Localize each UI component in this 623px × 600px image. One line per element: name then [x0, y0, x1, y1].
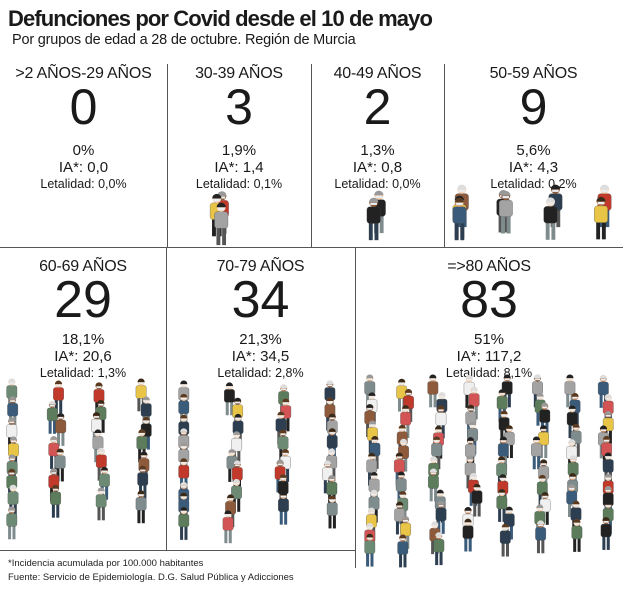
group-age: 60-69 AÑOS	[39, 258, 127, 275]
person-figure	[531, 436, 542, 470]
group-age: 30-39 AÑOS	[195, 65, 283, 82]
group-count: 3	[225, 79, 253, 135]
person-figure	[571, 519, 583, 552]
group-letalidad: Letalidad: 0,0%	[334, 177, 421, 191]
group-age: 50-59 AÑOS	[489, 65, 578, 82]
person-figure	[326, 448, 338, 482]
group-age: 70-79 AÑOS	[216, 258, 305, 275]
divider-h-1	[0, 247, 623, 248]
group-pct: 1,9%	[221, 142, 257, 159]
source-note: Fuente: Servicio de Epidemiología. D.G. …	[8, 572, 294, 583]
divider-v-1	[167, 64, 168, 247]
divider-v-5	[355, 248, 356, 568]
group-cell-2: 40-49 AÑOS 2 1,3% IA*: 0,8 Letalidad: 0,…	[311, 66, 444, 192]
person-figure	[222, 510, 234, 544]
person-figure	[214, 202, 229, 246]
person-figure	[594, 196, 608, 240]
people-illustration-1	[209, 191, 229, 246]
group-ia: IA*: 34,5	[231, 348, 290, 365]
group-ia: IA*: 117,2	[456, 348, 522, 365]
person-figure	[53, 380, 64, 414]
person-figure	[535, 520, 547, 554]
footnote: *Incidencia acumulada por 100.000 habita…	[8, 558, 204, 569]
people-illustration-6	[364, 374, 614, 568]
person-figure	[600, 517, 612, 550]
person-figure	[326, 495, 338, 529]
group-letalidad: Letalidad: 0,0%	[40, 177, 127, 191]
person-figure	[6, 506, 18, 540]
person-figure	[498, 190, 513, 234]
person-figure	[597, 375, 609, 408]
person-figure	[539, 492, 551, 525]
group-ia: IA*: 1,4	[214, 159, 264, 176]
person-figure	[135, 490, 147, 524]
group-letalidad: Letalidad: 1,3%	[39, 366, 127, 380]
person-figure	[46, 400, 58, 434]
divider-v-2	[311, 64, 312, 247]
people-illustration-3	[452, 184, 612, 241]
person-figure	[50, 484, 61, 518]
group-pct: 21,3%	[239, 331, 282, 348]
person-figure	[397, 534, 409, 568]
group-count: 34	[231, 271, 290, 329]
page-subtitle: Por grupos de edad a 28 de octubre. Regi…	[12, 32, 356, 48]
group-count: 29	[54, 271, 112, 329]
group-letalidad: Letalidad: 2,8%	[217, 366, 304, 380]
person-figure	[462, 518, 474, 552]
group-pct: 5,6%	[516, 142, 551, 159]
person-figure	[54, 448, 66, 482]
group-ia: IA*: 0,0	[58, 159, 109, 176]
group-count: 83	[460, 271, 518, 329]
group-ia: IA*: 20,6	[54, 348, 112, 365]
group-cell-5: 70-79 AÑOS 34 21,3% IA*: 34,5 Letalidad:…	[166, 259, 355, 381]
person-figure	[452, 197, 467, 241]
person-figure	[496, 489, 508, 522]
group-count: 9	[519, 79, 548, 135]
group-count: 2	[363, 79, 392, 135]
group-age: >2 AÑOS-29 AÑOS	[15, 65, 152, 82]
person-figure	[543, 197, 558, 240]
group-letalidad: Letalidad: 0,1%	[195, 177, 283, 191]
people-illustration-2	[366, 190, 386, 241]
group-cell-1: 30-39 AÑOS 3 1,9% IA*: 1,4 Letalidad: 0,…	[167, 66, 311, 192]
divider-v-3	[444, 64, 445, 247]
group-age: 40-49 AÑOS	[333, 65, 422, 82]
group-pct: 51%	[473, 331, 505, 348]
divider-v-4	[166, 248, 167, 550]
group-pct: 1,3%	[360, 142, 395, 159]
person-figure	[364, 533, 376, 567]
group-cell-3: 50-59 AÑOS 9 5,6% IA*: 4,3 Letalidad: 0,…	[444, 66, 623, 192]
person-figure	[224, 382, 235, 416]
group-pct: 18,1%	[61, 331, 105, 348]
person-figure	[433, 532, 445, 566]
person-figure	[427, 374, 439, 408]
person-figure	[471, 483, 483, 517]
person-figure	[428, 468, 439, 502]
person-figure	[435, 500, 447, 534]
person-figure	[278, 491, 289, 525]
person-figure	[499, 523, 511, 557]
person-figure	[564, 374, 576, 408]
people-illustration-4	[6, 378, 152, 540]
group-cell-0: >2 AÑOS-29 AÑOS 0 0% IA*: 0,0 Letalidad:…	[0, 66, 167, 192]
person-figure	[468, 473, 479, 506]
people-illustration-5	[178, 380, 338, 544]
page-title: Defunciones por Covid desde el 10 de may…	[8, 6, 433, 31]
person-figure	[178, 507, 190, 540]
person-figure	[366, 197, 381, 241]
group-cell-4: 60-69 AÑOS 29 18,1% IA*: 20,6 Letalidad:…	[0, 259, 166, 381]
person-figure	[95, 487, 107, 521]
person-figure	[468, 386, 480, 420]
divider-h-2	[0, 550, 355, 551]
person-figure	[55, 413, 67, 446]
group-ia: IA*: 0,8	[352, 159, 403, 176]
person-figure	[7, 484, 19, 518]
group-ia: IA*: 4,3	[508, 159, 559, 176]
group-count: 0	[69, 79, 98, 135]
group-age: =>80 AÑOS	[447, 258, 531, 275]
group-cell-6: =>80 AÑOS 83 51% IA*: 117,2 Letalidad: 8…	[355, 259, 623, 381]
group-pct: 0%	[72, 142, 95, 159]
